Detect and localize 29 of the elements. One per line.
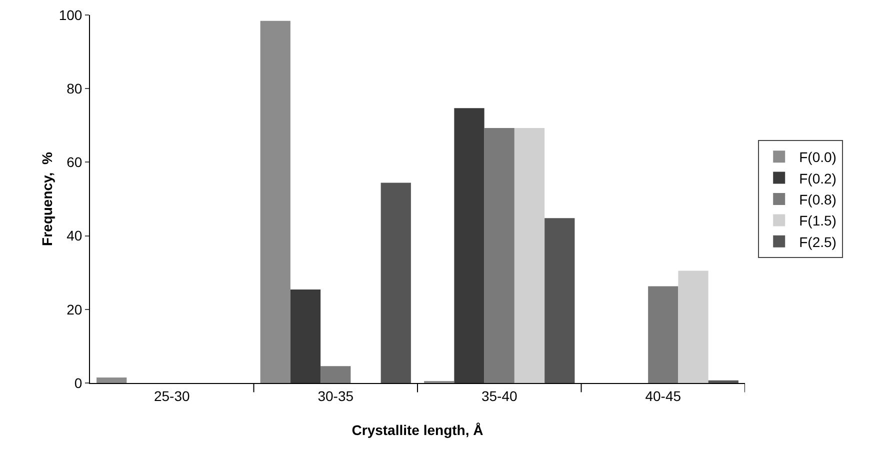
x-tick-label: 30-35	[318, 388, 354, 404]
legend-label: F(1.5)	[799, 212, 836, 229]
y-tick-label: 80	[66, 80, 82, 96]
y-tick-label: 100	[58, 6, 82, 23]
x-tick-label: 40-45	[645, 388, 682, 404]
legend-label: F(0.8)	[799, 191, 836, 208]
legend-label: F(0.2)	[799, 170, 836, 186]
y-tick-label: 40	[66, 228, 82, 244]
bar	[290, 290, 321, 383]
bar	[544, 218, 575, 383]
bar	[380, 182, 411, 383]
y-tick-label: 0	[74, 374, 82, 391]
bar	[648, 286, 678, 383]
y-tick-label: 20	[66, 301, 82, 318]
y-tick-label: 60	[66, 154, 82, 170]
bar	[260, 20, 290, 383]
x-tick-label: 35-40	[481, 388, 518, 404]
legend-label: F(0.0)	[799, 149, 836, 166]
x-tick-label: 25-30	[154, 388, 190, 404]
x-axis-title: Crystallite length, Å	[352, 422, 484, 438]
y-axis-title: Frequency, %	[39, 152, 55, 246]
bar	[708, 380, 738, 383]
legend-label: F(2.5)	[799, 234, 836, 250]
bar	[454, 108, 484, 383]
bar	[514, 128, 545, 383]
bar	[484, 128, 514, 383]
bar	[96, 377, 127, 383]
bar	[678, 270, 708, 383]
bar	[320, 366, 351, 383]
